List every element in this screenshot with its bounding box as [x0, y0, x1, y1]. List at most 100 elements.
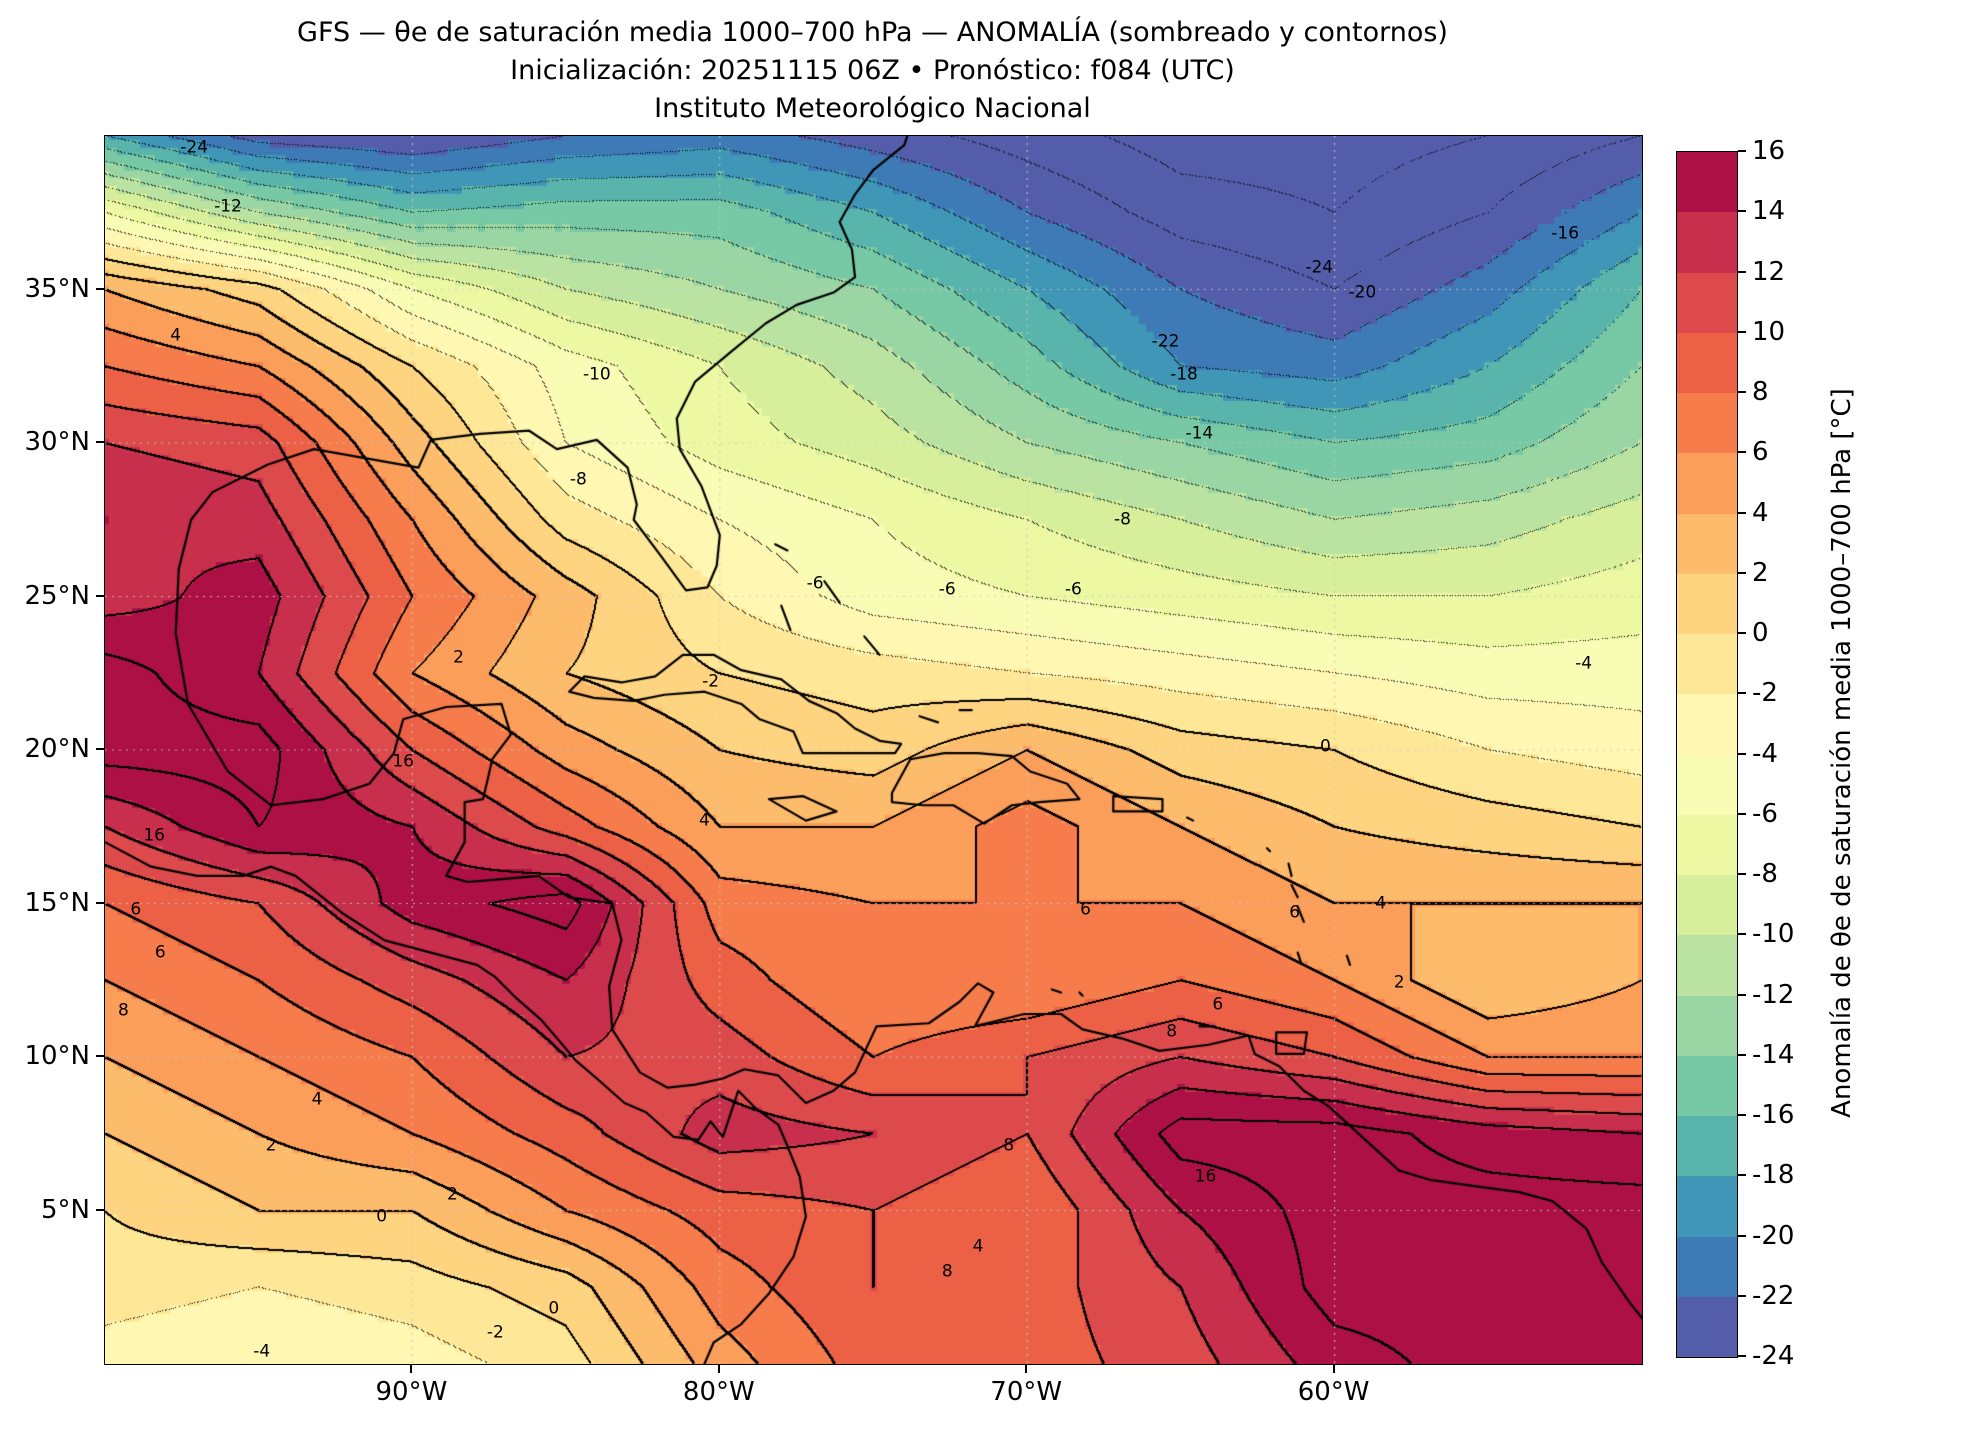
colorbar-band — [1677, 152, 1737, 213]
colorbar-bands — [1677, 152, 1737, 1357]
contour-label: 8 — [941, 1261, 953, 1282]
y-tick-mark — [96, 901, 104, 904]
chart-institution: Instituto Meteorológico Nacional — [654, 93, 1091, 124]
contour-label: 16 — [1194, 1166, 1217, 1187]
colorbar-tick-mark — [1738, 270, 1746, 273]
y-tick-label: 5°N — [41, 1194, 90, 1225]
colorbar-tick-label: -6 — [1752, 798, 1778, 829]
colorbar-band — [1677, 332, 1737, 393]
colorbar-tick-mark — [1738, 451, 1746, 454]
colorbar-tick-label: 14 — [1752, 196, 1786, 227]
colorbar-tick-mark — [1738, 150, 1746, 152]
colorbar-band — [1677, 634, 1737, 695]
contour-label: 6 — [1289, 902, 1301, 923]
colorbar-tick-mark — [1738, 632, 1746, 634]
colorbar-tick-mark — [1738, 391, 1746, 393]
y-tick-label: 10°N — [24, 1041, 90, 1071]
colorbar-band — [1677, 1116, 1737, 1177]
colorbar-tick-mark — [1738, 571, 1746, 574]
contour-label: 16 — [392, 751, 414, 772]
contour-label: -24 — [1305, 257, 1334, 278]
contour-label: -2 — [702, 671, 720, 692]
contour-label: -16 — [1551, 223, 1580, 244]
y-tick-label: 30°N — [24, 427, 90, 457]
colorbar-band — [1677, 694, 1737, 755]
x-tick-mark — [717, 1365, 720, 1373]
contour-label: -2 — [486, 1322, 504, 1343]
chart-header: GFS — θe de saturación media 1000–700 hP… — [104, 14, 1641, 128]
x-tick-label: 90°W — [375, 1377, 448, 1407]
colorbar-band — [1677, 1236, 1737, 1297]
y-tick-label: 15°N — [24, 887, 90, 918]
colorbar-tick-mark — [1738, 873, 1746, 875]
contour-label: 0 — [548, 1298, 560, 1319]
colorbar-band — [1677, 212, 1737, 273]
y-tick-mark — [96, 1208, 104, 1211]
colorbar-band — [1677, 875, 1737, 936]
x-tick-label: 80°W — [682, 1377, 755, 1407]
colorbar-band — [1677, 393, 1737, 454]
colorbar-tick-label: -16 — [1752, 1100, 1795, 1130]
colorbar-band — [1677, 1176, 1737, 1237]
y-tick-label: 35°N — [24, 273, 90, 304]
contour-label: -8 — [1114, 509, 1131, 530]
contour-label: 2 — [265, 1135, 277, 1156]
colorbar-tick-mark — [1738, 1234, 1746, 1237]
y-tick-mark — [96, 594, 104, 597]
colorbar-tick-mark — [1738, 752, 1746, 755]
colorbar-tick-label: 8 — [1752, 377, 1769, 407]
colorbar-tick-mark — [1738, 330, 1746, 333]
colorbar — [1676, 151, 1738, 1358]
colorbar-tick-label: -24 — [1752, 1341, 1795, 1371]
colorbar-tick-label: 16 — [1752, 136, 1786, 166]
colorbar-tick-mark — [1738, 1053, 1746, 1056]
colorbar-tick-mark — [1738, 210, 1746, 213]
colorbar-tick-mark — [1738, 812, 1746, 815]
colorbar-tick-mark — [1738, 1294, 1746, 1297]
colorbar-band — [1677, 573, 1737, 634]
colorbar-tick-label: 6 — [1752, 437, 1769, 468]
contour-label: 2 — [1393, 972, 1405, 993]
y-tick-mark — [96, 441, 104, 443]
contour-labels-layer: -24 -12 4 -10 -8 -24 -20 -16 -22 -18 -14 -8 -6 -6 -6 -4… — [105, 136, 1642, 1364]
contour-label: -6 — [806, 573, 824, 594]
colorbar-tick-label: -22 — [1752, 1280, 1795, 1311]
contour-label: 6 — [1080, 899, 1092, 920]
colorbar-tick-mark — [1738, 933, 1746, 936]
colorbar-band — [1677, 453, 1737, 514]
contour-label: 8 — [118, 1000, 129, 1021]
colorbar-band — [1677, 272, 1737, 333]
colorbar-tick-label: -10 — [1752, 919, 1795, 950]
contour-label: -20 — [1348, 282, 1377, 303]
colorbar-tick-label: 4 — [1752, 497, 1769, 528]
contour-label: 2 — [453, 647, 464, 668]
colorbar-tick-label: -12 — [1752, 979, 1795, 1010]
colorbar-tick-label: 0 — [1752, 618, 1769, 648]
contour-label: 8 — [1003, 1135, 1015, 1156]
y-tick-label: 25°N — [24, 580, 90, 611]
y-tick-mark — [96, 287, 104, 290]
contour-label: -4 — [253, 1341, 271, 1362]
contour-label: -4 — [1575, 653, 1593, 674]
contour-label: 0 — [376, 1206, 388, 1227]
colorbar-band — [1677, 935, 1737, 996]
contour-label: 6 — [130, 899, 142, 920]
colorbar-tick-label: -2 — [1752, 678, 1778, 709]
colorbar-band — [1677, 513, 1737, 574]
contour-label: -6 — [1064, 579, 1082, 600]
x-tick-label: 60°W — [1297, 1377, 1370, 1407]
colorbar-band — [1677, 995, 1737, 1056]
colorbar-band — [1677, 1055, 1737, 1116]
colorbar-tick-label: -18 — [1752, 1160, 1795, 1191]
colorbar-tick-label: 2 — [1752, 557, 1769, 588]
y-tick-mark — [96, 1055, 104, 1057]
colorbar-tick-label: -8 — [1752, 859, 1778, 889]
chart-subtitle: Inicialización: 20251115 06Z • Pronóstic… — [510, 55, 1235, 86]
colorbar-tick-label: -14 — [1752, 1039, 1795, 1070]
contour-label: -22 — [1151, 331, 1180, 352]
contour-label: 8 — [1166, 1021, 1178, 1042]
colorbar-band — [1677, 1296, 1737, 1357]
colorbar-tick-label: -4 — [1752, 738, 1778, 769]
chart-title: GFS — θe de saturación media 1000–700 hP… — [297, 17, 1448, 48]
map-canvas — [105, 136, 1642, 1364]
